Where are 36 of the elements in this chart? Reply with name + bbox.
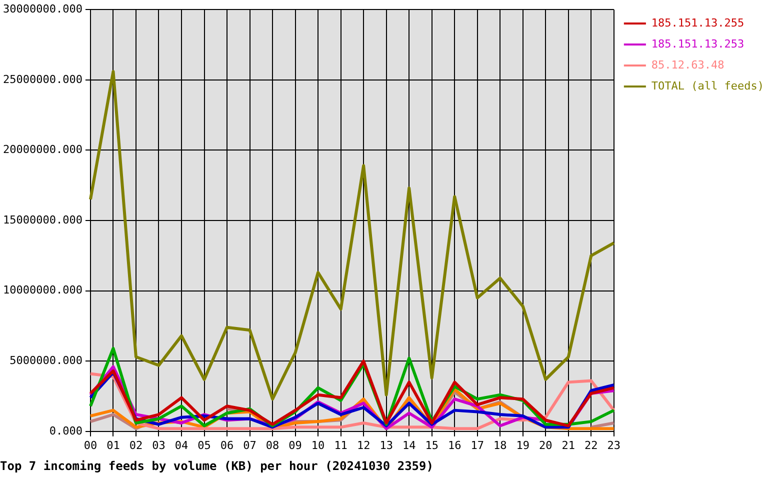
y-tick-label: 20000000.000: [2, 143, 82, 156]
y-tick-label: 15000000.000: [2, 213, 82, 226]
x-tick-label: 16: [448, 438, 462, 452]
x-tick-label: 17: [470, 438, 484, 452]
x-tick-label: 09: [288, 438, 302, 452]
x-tick-label: 05: [198, 438, 211, 452]
y-tick-label: 10000000.000: [2, 284, 82, 297]
x-tick-label: 06: [220, 438, 234, 452]
y-tick-label: 25000000.000: [2, 72, 82, 86]
x-tick-label: 20: [539, 438, 552, 452]
x-tick-label: 19: [516, 438, 530, 452]
x-tick-label: 22: [584, 438, 598, 452]
legend-label: 185.151.13.255: [651, 16, 744, 30]
text: Top 7 incoming feeds by volume (KB) per hour (20241030 2359): [0, 458, 434, 473]
x-tick-label: 03: [152, 438, 166, 452]
legend-label: TOTAL (all feeds): [651, 79, 764, 92]
x-tick-label: 18: [494, 438, 507, 452]
x-tick-label: 00: [84, 438, 98, 452]
x-tick-label: 21: [562, 438, 576, 452]
x-tick-label: 23: [607, 438, 621, 452]
y-tick-label: 30000000.000: [2, 2, 82, 16]
y-tick-label: 5000000.000: [10, 354, 82, 367]
x-tick-label: 11: [334, 438, 348, 452]
x-tick-label: 10: [311, 438, 325, 452]
legend-label: 185.151.13.253: [651, 37, 744, 50]
legend-label: 85.12.63.48: [651, 58, 724, 72]
x-tick-label: 01: [106, 438, 120, 452]
x-tick-label: 04: [174, 438, 188, 452]
x-tick-label: 14: [402, 438, 416, 452]
x-tick-label: 08: [266, 438, 280, 452]
x-tick-label: 02: [129, 438, 143, 452]
x-tick-label: 13: [380, 438, 393, 452]
x-tick-label: 15: [425, 438, 438, 452]
y-tick-label: 0.000: [49, 424, 82, 438]
x-tick-label: 07: [243, 438, 256, 452]
x-tick-label: 12: [356, 438, 370, 452]
